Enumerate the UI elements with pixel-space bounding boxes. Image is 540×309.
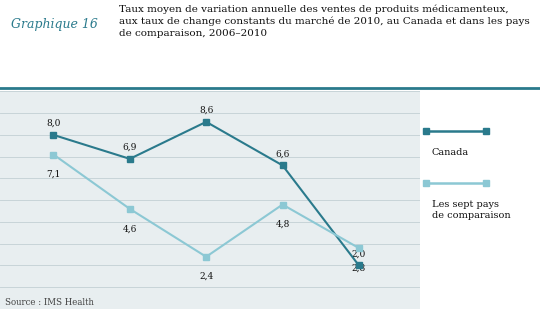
Text: 8,0: 8,0 [46, 119, 60, 128]
Text: Source : IMS Health: Source : IMS Health [5, 298, 94, 307]
Text: 6,6: 6,6 [275, 150, 290, 159]
Text: 4,8: 4,8 [275, 220, 290, 229]
Text: Les sept pays
de comparaison: Les sept pays de comparaison [432, 200, 511, 220]
Text: Canada: Canada [432, 148, 469, 157]
Text: 8,6: 8,6 [199, 106, 213, 115]
Text: 2,4: 2,4 [199, 272, 213, 281]
Text: 2,0: 2,0 [352, 250, 366, 259]
Text: 6,9: 6,9 [123, 143, 137, 152]
Text: Graphique 16: Graphique 16 [11, 18, 98, 31]
Text: Taux moyen de variation annuelle des ventes de produits médicamenteux,
aux taux : Taux moyen de variation annuelle des ven… [119, 5, 530, 38]
Text: 2,8: 2,8 [352, 263, 366, 272]
Text: 7,1: 7,1 [46, 170, 60, 179]
Text: 4,6: 4,6 [123, 224, 137, 233]
